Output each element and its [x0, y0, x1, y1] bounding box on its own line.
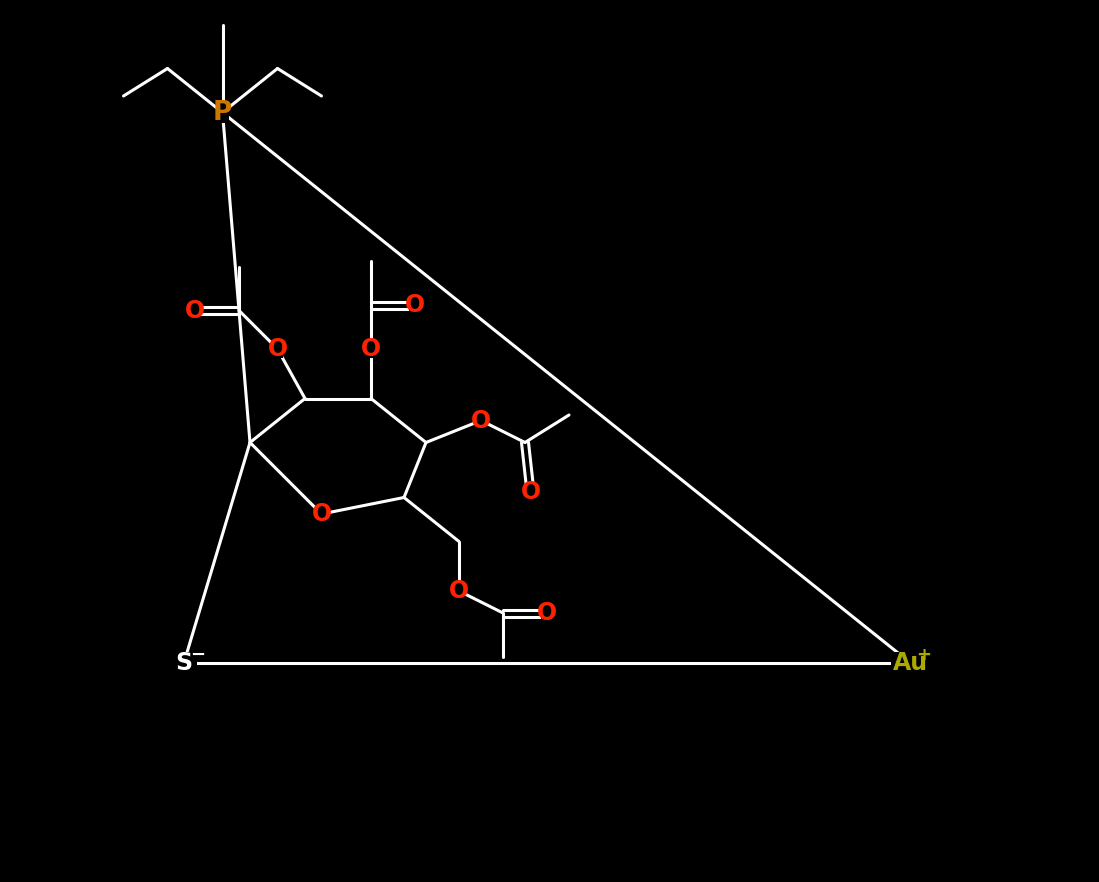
Bar — [217, 102, 229, 123]
Text: P: P — [213, 100, 232, 125]
Text: O: O — [404, 293, 425, 317]
Text: O: O — [185, 298, 206, 323]
Text: Au: Au — [892, 651, 928, 675]
Bar — [542, 603, 553, 623]
Text: O: O — [471, 408, 491, 432]
Text: O: O — [311, 502, 332, 526]
Bar — [525, 482, 536, 501]
Text: −: − — [190, 646, 206, 664]
Bar — [271, 340, 284, 358]
Bar — [366, 340, 377, 358]
Bar — [189, 301, 200, 320]
Bar — [410, 295, 421, 314]
Text: O: O — [360, 337, 381, 361]
Text: O: O — [267, 337, 288, 361]
Bar — [171, 653, 197, 673]
Bar — [454, 581, 465, 601]
Text: +: + — [917, 646, 932, 664]
Bar — [891, 653, 929, 673]
Text: S: S — [176, 651, 192, 675]
Bar — [317, 505, 328, 523]
Bar — [476, 411, 487, 430]
Text: O: O — [521, 480, 541, 504]
Text: O: O — [448, 579, 469, 603]
Text: O: O — [537, 601, 557, 625]
